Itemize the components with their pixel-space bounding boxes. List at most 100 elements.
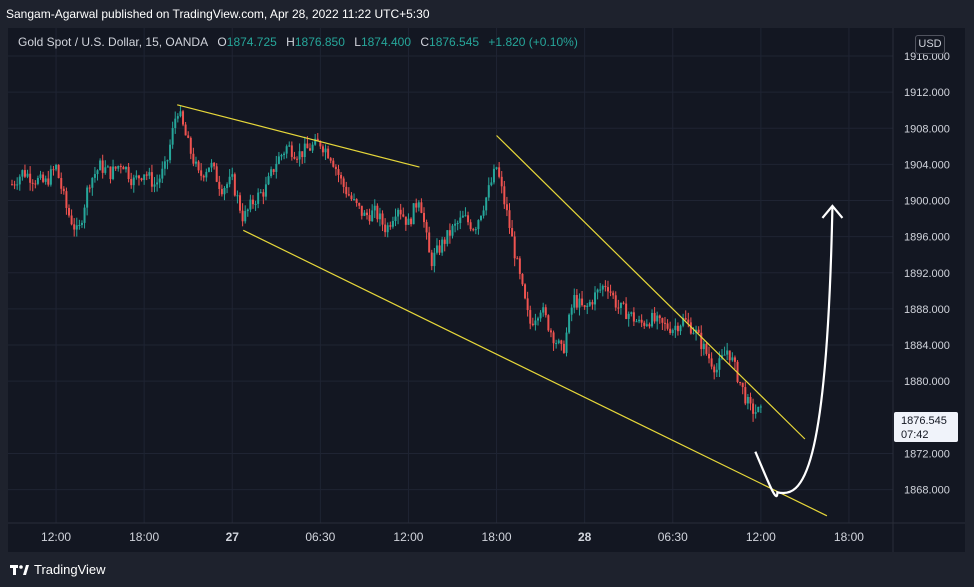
candle-body	[682, 317, 685, 326]
candle-body	[360, 205, 363, 216]
time-tick-label: 18:00	[834, 530, 864, 544]
candle-body	[70, 215, 73, 225]
candle-body	[674, 325, 677, 331]
candle-body	[715, 369, 718, 373]
candle-body	[210, 162, 213, 168]
candle-body	[508, 210, 511, 229]
projection-arrowhead	[821, 204, 844, 219]
candle-body	[415, 203, 418, 208]
candle-body	[461, 215, 464, 218]
candle-body	[18, 176, 21, 185]
candle-body	[163, 161, 166, 169]
candle-body	[640, 319, 643, 323]
candle-body	[733, 357, 736, 362]
candle-body	[635, 321, 638, 323]
candle-body	[301, 151, 304, 158]
candle-body	[213, 162, 216, 167]
candle-body	[257, 192, 260, 204]
candle-body	[262, 192, 265, 197]
candle-body	[353, 199, 356, 201]
candle-body	[739, 381, 742, 383]
trendline-upper-left	[177, 104, 420, 168]
candle-body	[109, 166, 112, 180]
price-tick-label: 1908.000	[904, 123, 950, 135]
time-tick-label: 12:00	[746, 530, 776, 544]
candle-body	[692, 332, 695, 334]
candle-body	[11, 184, 13, 186]
candle-body	[283, 153, 286, 155]
close-label: C	[420, 35, 430, 49]
candle-body	[57, 164, 60, 179]
candle-body	[182, 111, 185, 125]
time-tick-label: 06:30	[658, 530, 688, 544]
candle-body	[591, 302, 594, 305]
candle-body	[570, 307, 573, 315]
candle-body	[158, 178, 161, 183]
candle-body	[757, 406, 760, 413]
candle-body	[697, 329, 700, 333]
candle-body	[557, 340, 560, 344]
candle-body	[26, 173, 29, 177]
candle-body	[381, 213, 384, 225]
candle-body	[537, 318, 540, 321]
candle-body	[632, 312, 635, 322]
candle-body	[337, 169, 340, 175]
candle-body	[653, 312, 656, 322]
candle-body	[467, 215, 470, 223]
candle-body	[464, 215, 467, 217]
candle-body	[560, 340, 563, 344]
candle-body	[161, 168, 164, 179]
candle-body	[280, 154, 283, 157]
candle-body	[648, 324, 651, 327]
candle-body	[627, 313, 630, 319]
footer-brand[interactable]: TradingView	[10, 562, 106, 577]
candle-body	[332, 160, 335, 167]
candle-body	[200, 170, 203, 176]
currency-button[interactable]: USD	[915, 35, 945, 54]
chart-pane[interactable]: 1916.000 1912.000 1908.000 1904.000 1900.000…	[8, 28, 965, 552]
candle-body	[594, 292, 597, 305]
candle-body	[397, 209, 400, 217]
symbol-name[interactable]: Gold Spot / U.S. Dollar, 15, OANDA	[18, 35, 209, 49]
time-tick-label: 12:00	[393, 530, 423, 544]
open-value: 1874.725	[226, 35, 277, 49]
candle-body	[746, 397, 749, 404]
price-chart[interactable]: 1916.000 1912.000 1908.000 1904.000 1900.000…	[8, 28, 965, 552]
candle-body	[125, 166, 128, 170]
candle-body	[726, 350, 729, 355]
candle-body	[555, 343, 558, 345]
candle-body	[708, 353, 711, 359]
time-tick-label: 12:00	[41, 530, 71, 544]
last-price-value: 1876.545	[901, 415, 947, 427]
candle-body	[547, 315, 550, 331]
candle-body	[741, 382, 744, 388]
candle-body	[407, 218, 410, 225]
candle-body	[459, 217, 462, 224]
candle-body	[16, 184, 19, 186]
candle-body	[68, 207, 71, 216]
candle-body	[347, 194, 350, 196]
candle-body	[327, 148, 330, 159]
candle-body	[575, 295, 578, 308]
candle-body	[153, 184, 156, 187]
symbol-legend: Gold Spot / U.S. Dollar, 15, OANDA O1874…	[18, 35, 584, 49]
candle-body	[29, 173, 32, 183]
candle-body	[378, 213, 381, 220]
candle-body	[104, 167, 107, 173]
candle-body	[223, 187, 226, 195]
candle-body	[500, 176, 503, 187]
candle-body	[91, 177, 94, 188]
candle-body	[477, 220, 480, 230]
candle-body	[531, 323, 534, 326]
candle-body	[358, 203, 361, 206]
candle-body	[288, 145, 291, 147]
candle-body	[96, 170, 99, 175]
candle-body	[430, 252, 433, 267]
candle-body	[184, 124, 187, 136]
candle-body	[171, 128, 174, 145]
candle-body	[402, 214, 405, 217]
candle-body	[23, 170, 26, 177]
candle-body	[490, 182, 493, 186]
candle-body	[744, 387, 747, 404]
candle-body	[36, 177, 39, 184]
